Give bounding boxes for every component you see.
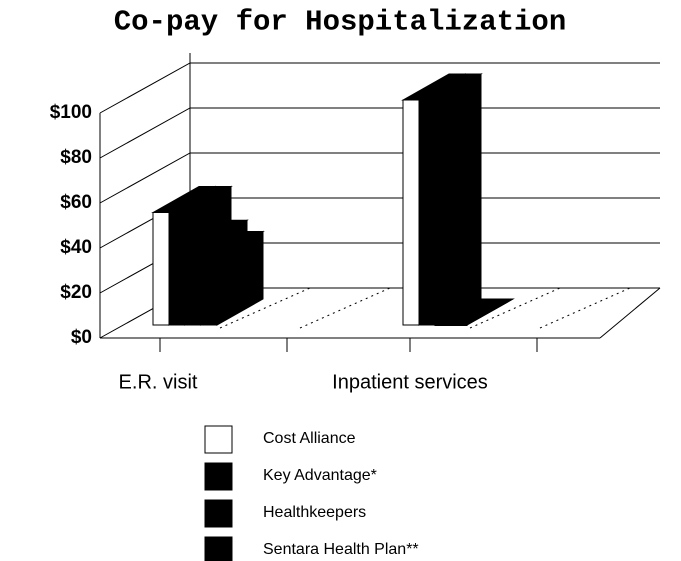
legend-swatch: [204, 462, 233, 491]
y-tick-label: $80: [60, 147, 92, 168]
bar-face: [184, 245, 202, 326]
legend-label: Sentara Health Plan**: [263, 541, 419, 558]
y-tick-label: $0: [71, 327, 92, 348]
bar: [449, 298, 515, 326]
y-tick-label: $40: [60, 237, 92, 258]
bar-face: [200, 257, 218, 326]
grid-line: [99, 152, 660, 204]
bar-face: [434, 324, 452, 326]
bar-face: [466, 298, 514, 326]
y-tick-label: $100: [50, 102, 92, 123]
grid-line: [99, 107, 660, 159]
bar: [199, 230, 265, 326]
bar-face: [152, 212, 170, 326]
legend-swatch: [204, 536, 233, 561]
y-tick-label: $60: [60, 192, 92, 213]
legend-swatch: [204, 499, 233, 528]
floor-guide: [219, 287, 311, 329]
legend-label: Cost Alliance: [263, 430, 356, 447]
legend-swatch: [204, 425, 233, 454]
legend-label: Healthkeepers: [263, 504, 366, 521]
floor-edge: [599, 287, 661, 339]
grid-line: [99, 62, 660, 114]
floor-guide: [539, 287, 631, 329]
floor-guide: [469, 287, 561, 329]
bar-face: [402, 99, 420, 326]
x-tick-label: E.R. visit: [119, 371, 198, 393]
floor-guide: [299, 287, 391, 329]
bar-face: [418, 99, 436, 326]
bar-face: [168, 212, 186, 326]
legend-label: Key Advantage*: [263, 467, 377, 484]
y-tick-label: $20: [60, 282, 92, 303]
bar-face: [434, 73, 482, 326]
bar-face: [450, 324, 468, 326]
bar: [417, 73, 483, 326]
x-tick-label: Inpatient services: [332, 371, 488, 393]
chart-title: Co-pay for Hospitalization: [114, 6, 566, 39]
